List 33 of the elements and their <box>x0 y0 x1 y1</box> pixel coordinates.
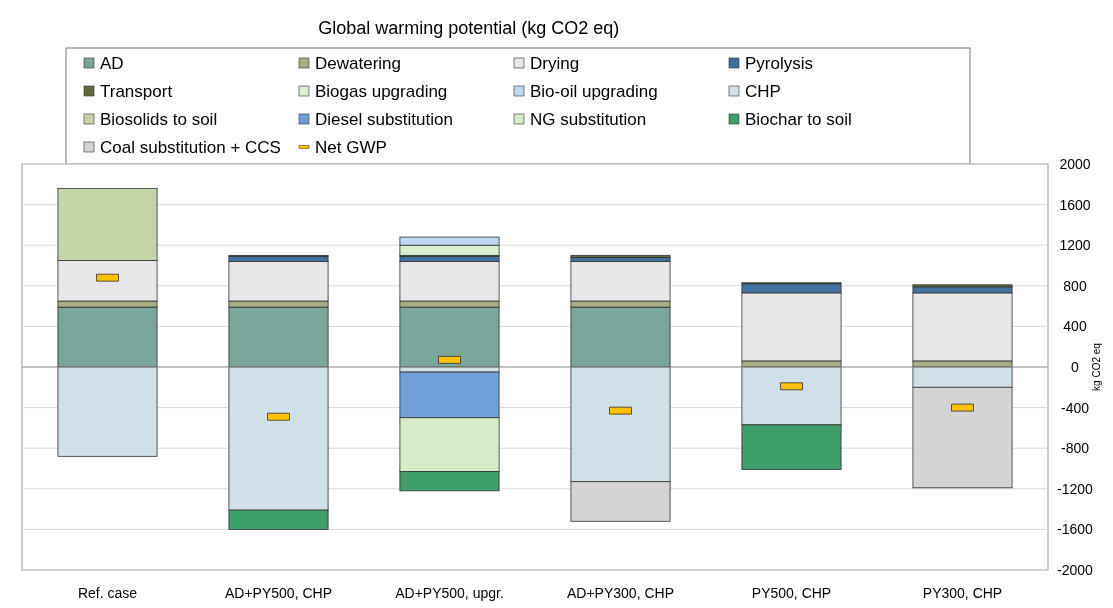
legend-label: Drying <box>530 54 580 73</box>
y-tick-label: -400 <box>1060 399 1090 416</box>
x-tick-label: AD+PY500, upgr. <box>395 585 504 601</box>
legend-label: Biochar to soil <box>745 110 852 129</box>
legend-label: AD <box>100 54 124 73</box>
y-tick-label: -800 <box>1060 440 1090 457</box>
x-tick-label: Ref. case <box>77 585 138 601</box>
legend-label: Transport <box>100 82 173 101</box>
x-tick-label: PY500, CHP <box>751 585 832 601</box>
y-tick-label: 800 <box>1063 277 1087 294</box>
legend-label: Bio-oil upgrading <box>530 82 658 101</box>
legend-label: CHP <box>745 82 781 101</box>
x-tick-label: PY300, CHP <box>922 585 1003 601</box>
y-tick-label: 400 <box>1063 318 1087 335</box>
legend-label: Biogas upgrading <box>315 82 448 101</box>
y-tick-label: 2000 <box>1059 156 1091 172</box>
y-tick-label: 1600 <box>1059 196 1091 213</box>
legend-label: Coal substitution + CCS <box>100 138 281 157</box>
legend-label: Biosolids to soil <box>100 110 218 129</box>
legend-label: Dewatering <box>315 54 401 73</box>
chart-title: Global warming potential (kg CO2 eq) <box>318 18 620 38</box>
y-tick-label: -1200 <box>1057 480 1094 497</box>
x-tick-label: AD+PY300, CHP <box>567 585 674 601</box>
legend-label: Net GWP <box>315 138 387 157</box>
y-tick-label: 1200 <box>1059 237 1091 254</box>
x-tick-label: AD+PY500, CHP <box>225 585 332 601</box>
legend-label: NG substitution <box>530 110 647 129</box>
y-tick-label: -2000 <box>1057 562 1094 578</box>
y-tick-label: -1600 <box>1057 521 1094 538</box>
legend-label: Diesel substitution <box>315 110 453 129</box>
legend-label: Pyrolysis <box>745 54 814 73</box>
y-axis-title: kg CO2 eq <box>1091 343 1102 391</box>
y-tick-label: 0 <box>1071 359 1080 375</box>
